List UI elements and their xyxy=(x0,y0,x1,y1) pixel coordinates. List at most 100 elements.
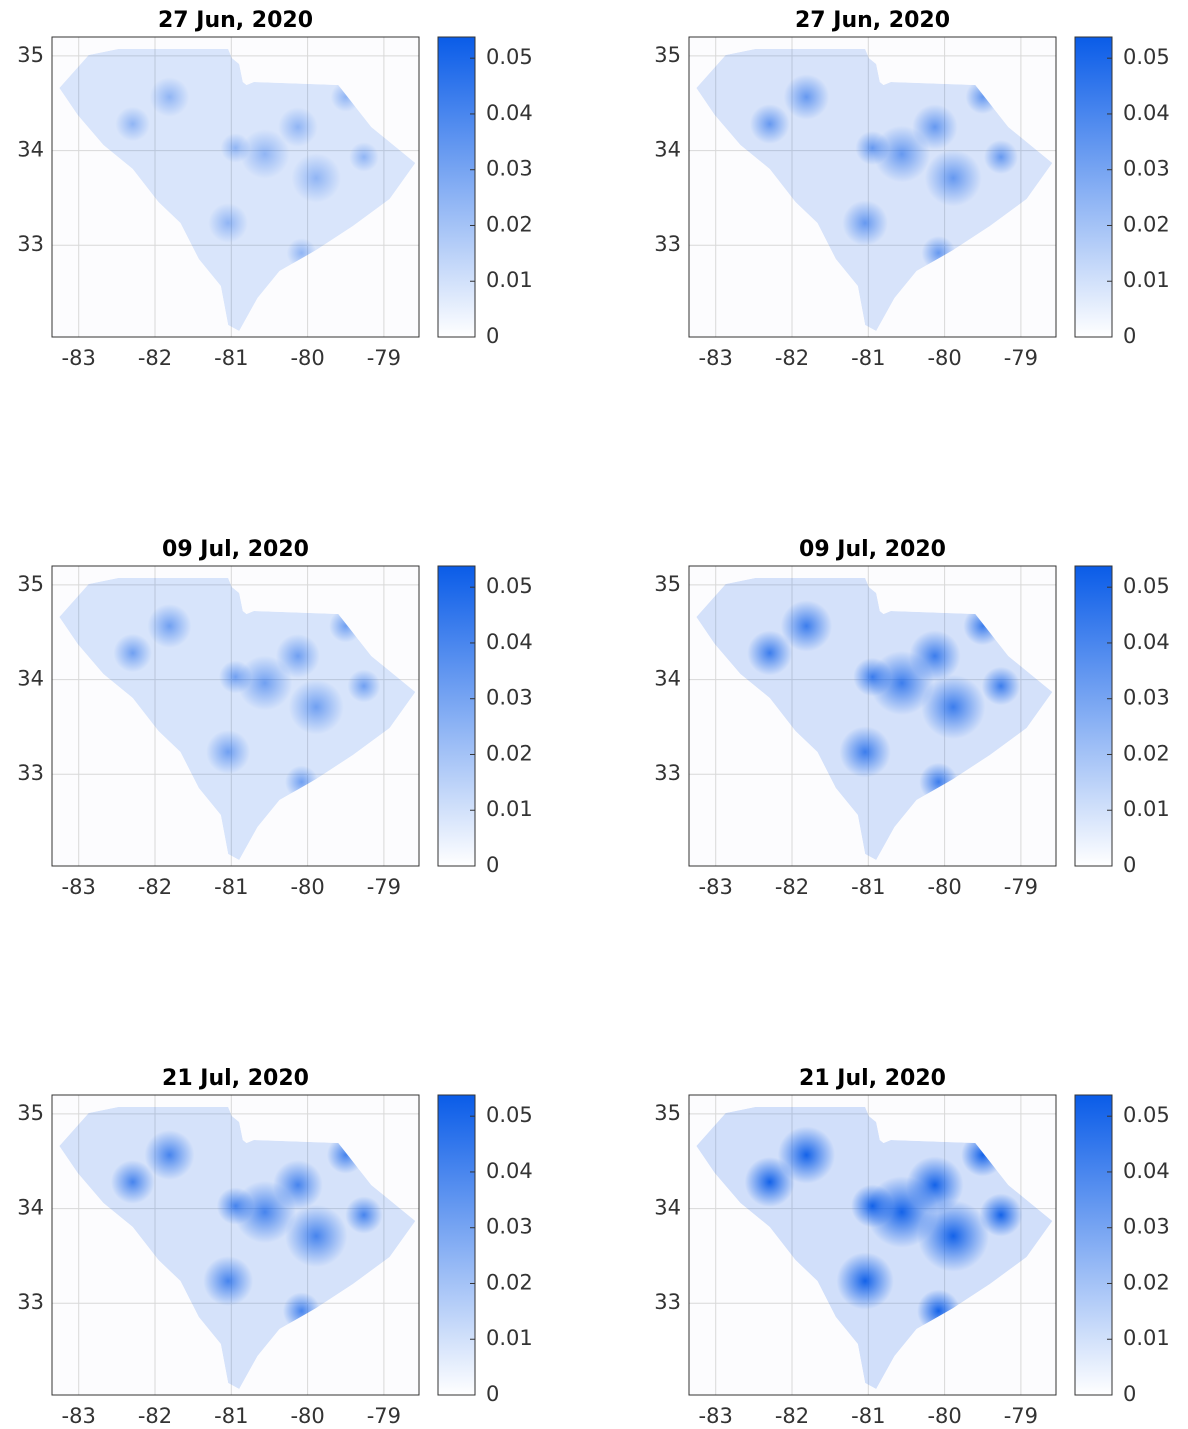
field-patch xyxy=(216,1187,255,1225)
colorbar-tick-label: 0.05 xyxy=(486,574,533,598)
colorbar-tick-label: 0.02 xyxy=(1123,741,1170,765)
x-tick-label: -83 xyxy=(62,346,96,370)
map-field xyxy=(696,49,1053,331)
y-tick-label: 34 xyxy=(654,1196,681,1220)
field-patch xyxy=(347,669,381,703)
x-tick-label: -83 xyxy=(62,875,96,899)
field-patch xyxy=(113,633,153,673)
colorbar-tick-label: 0.05 xyxy=(1123,1103,1170,1127)
field-patch xyxy=(906,1156,964,1214)
colorbar-tick-label: 0.05 xyxy=(1123,45,1170,69)
x-tick-label: -83 xyxy=(699,1404,733,1428)
colorbar-tick-label: 0 xyxy=(486,324,499,348)
x-tick-label: -81 xyxy=(851,875,885,899)
field-patch xyxy=(981,666,1021,706)
field-patch xyxy=(983,139,1019,175)
x-tick-label: -82 xyxy=(138,346,172,370)
colorbar-tick-label: 0.01 xyxy=(1123,1326,1170,1350)
field-patch xyxy=(839,726,891,778)
y-tick-label: 35 xyxy=(17,43,44,67)
x-tick-label: -83 xyxy=(699,346,733,370)
x-tick-label: -80 xyxy=(290,1404,324,1428)
plot-frame xyxy=(51,36,420,338)
colorbar xyxy=(1074,1094,1113,1396)
colorbar-tick-label: 0.01 xyxy=(486,797,533,821)
colorbar xyxy=(437,1094,476,1396)
field-patch xyxy=(924,149,982,207)
y-tick-label: 33 xyxy=(17,232,44,256)
field-patch xyxy=(115,106,151,142)
x-tick-label: -80 xyxy=(927,875,961,899)
plot-area xyxy=(52,1095,419,1395)
x-tick-label: -80 xyxy=(290,346,324,370)
colorbar-tick-label: 0.03 xyxy=(1123,157,1170,181)
colorbar-tick-label: 0.05 xyxy=(1123,574,1170,598)
colorbar-tick-label: 0.03 xyxy=(486,686,533,710)
colorbar-tick-label: 0.04 xyxy=(1123,630,1170,654)
map-field xyxy=(59,49,416,331)
colorbar-tick-label: 0 xyxy=(486,1382,499,1406)
x-tick-label: -82 xyxy=(775,346,809,370)
chart-title: 09 Jul, 2020 xyxy=(162,537,309,562)
x-tick-label: -79 xyxy=(1004,875,1038,899)
field-patch xyxy=(777,1126,836,1184)
x-tick-label: -79 xyxy=(1004,346,1038,370)
plot-area xyxy=(52,37,419,337)
field-patch xyxy=(749,104,790,144)
x-tick-label: -79 xyxy=(367,346,401,370)
x-tick-label: -80 xyxy=(927,346,961,370)
field-patch xyxy=(144,1130,195,1180)
x-tick-label: -81 xyxy=(214,1404,248,1428)
y-tick-label: 34 xyxy=(17,1196,44,1220)
chart-title: 27 Jun, 2020 xyxy=(158,8,313,33)
field-patch xyxy=(203,1256,254,1306)
plot-frame xyxy=(688,565,1057,867)
colorbar-tick-label: 0.02 xyxy=(486,1270,533,1294)
y-tick-label: 35 xyxy=(654,1101,681,1125)
y-tick-label: 34 xyxy=(654,667,681,691)
y-tick-label: 33 xyxy=(17,761,44,785)
plot-area xyxy=(689,1095,1056,1395)
colorbar xyxy=(437,36,476,338)
colorbar-tick-label: 0.03 xyxy=(1123,1215,1170,1239)
y-tick-label: 34 xyxy=(17,138,44,162)
chart-title: 09 Jul, 2020 xyxy=(799,537,946,562)
colorbar-tick-label: 0.03 xyxy=(486,1215,533,1239)
field-patch xyxy=(747,630,793,676)
field-patch xyxy=(836,1252,894,1310)
field-patch xyxy=(110,1160,155,1204)
field-patch xyxy=(278,107,318,147)
x-tick-label: -81 xyxy=(851,346,885,370)
plot-frame xyxy=(51,565,420,867)
field-patch xyxy=(842,200,888,246)
field-patch xyxy=(240,129,290,179)
colorbar xyxy=(1074,36,1113,338)
y-tick-label: 33 xyxy=(654,232,681,256)
field-patch xyxy=(851,1184,894,1228)
colorbar-tick-label: 0 xyxy=(486,853,499,877)
field-patch xyxy=(288,679,344,735)
field-patch xyxy=(855,130,890,166)
field-patch xyxy=(979,1193,1023,1237)
y-tick-label: 34 xyxy=(17,667,44,691)
x-tick-label: -80 xyxy=(927,1404,961,1428)
y-tick-label: 33 xyxy=(654,1290,681,1314)
colorbar-tick-label: 0 xyxy=(1123,1382,1136,1406)
x-tick-label: -82 xyxy=(775,1404,809,1428)
field-patch xyxy=(206,729,251,775)
colorbar-tick-label: 0.01 xyxy=(1123,268,1170,292)
field-patch xyxy=(853,657,892,697)
x-tick-label: -82 xyxy=(138,875,172,899)
colorbar xyxy=(437,565,476,867)
y-tick-label: 35 xyxy=(654,43,681,67)
colorbar-tick-label: 0.02 xyxy=(1123,212,1170,236)
field-patch xyxy=(218,660,253,694)
field-patch xyxy=(345,1196,383,1234)
colorbar-tick-label: 0.01 xyxy=(486,268,533,292)
plot-frame xyxy=(51,1094,420,1396)
y-tick-label: 33 xyxy=(654,761,681,785)
colorbar-tick-label: 0.04 xyxy=(1123,101,1170,125)
field-patch xyxy=(912,104,958,150)
field-patch xyxy=(909,630,961,682)
